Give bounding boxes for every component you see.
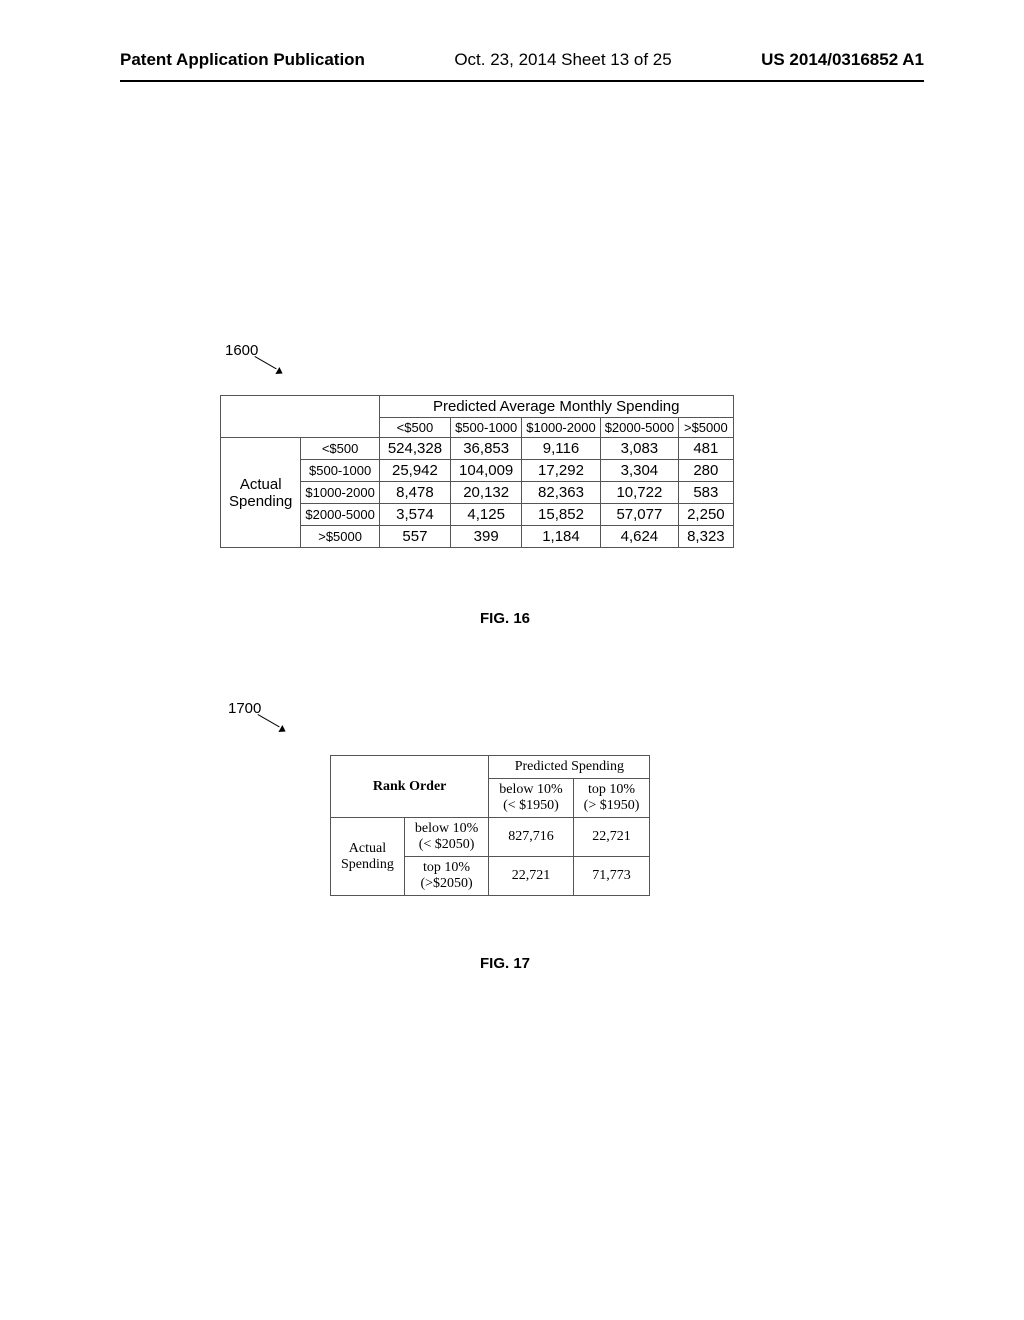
rank-order-header: Rank Order [331,756,489,818]
row-label: <$500 [301,438,379,460]
cell: 399 [451,526,522,548]
cell: 481 [679,438,734,460]
cell: 25,942 [379,460,450,482]
col-label: $500-1000 [451,418,522,438]
actual-header: ActualSpending [331,818,405,896]
header-mid: Oct. 23, 2014 Sheet 13 of 25 [454,50,671,70]
row-label: $2000-5000 [301,504,379,526]
cell: 3,304 [600,460,678,482]
cell: 4,624 [600,526,678,548]
cell: 20,132 [451,482,522,504]
cell: 2,250 [679,504,734,526]
arrow-icon [255,356,285,376]
row-label: top 10%(>$2050) [404,857,488,896]
predicted-header: Predicted Average Monthly Spending [379,396,733,418]
col-label: $2000-5000 [600,418,678,438]
cell: 8,478 [379,482,450,504]
row-label: below 10%(< $2050) [404,818,488,857]
col-label: top 10%(> $1950) [573,779,650,818]
table-row: ActualSpending <$500 524,328 36,853 9,11… [221,438,734,460]
cell: 1,184 [522,526,600,548]
cell: 36,853 [451,438,522,460]
actual-header: ActualSpending [221,438,301,548]
row-label: $1000-2000 [301,482,379,504]
cell: 104,009 [451,460,522,482]
cell: 82,363 [522,482,600,504]
table-1700: Rank Order Predicted Spending below 10%(… [330,755,650,896]
row-label: $500-1000 [301,460,379,482]
predicted-header: Predicted Spending [489,756,650,779]
cell: 15,852 [522,504,600,526]
cell: 71,773 [573,857,650,896]
arrow-icon [258,714,288,734]
page-header: Patent Application Publication Oct. 23, … [120,0,924,82]
corner-cell [221,396,380,438]
row-label: >$5000 [301,526,379,548]
cell: 22,721 [489,857,573,896]
cell: 827,716 [489,818,573,857]
figure-caption-17: FIG. 17 [480,955,530,972]
col-label: >$5000 [679,418,734,438]
cell: 3,083 [600,438,678,460]
figure-caption-16: FIG. 16 [480,610,530,627]
table-row: Rank Order Predicted Spending [331,756,650,779]
cell: 17,292 [522,460,600,482]
cell: 557 [379,526,450,548]
col-label: below 10%(< $1950) [489,779,573,818]
cell: 22,721 [573,818,650,857]
header-right: US 2014/0316852 A1 [761,50,924,70]
cell: 57,077 [600,504,678,526]
cell: 8,323 [679,526,734,548]
col-label: <$500 [379,418,450,438]
cell: 9,116 [522,438,600,460]
table-1600: Predicted Average Monthly Spending <$500… [220,395,734,548]
cell: 3,574 [379,504,450,526]
header-left: Patent Application Publication [120,50,365,70]
cell: 583 [679,482,734,504]
cell: 280 [679,460,734,482]
cell: 10,722 [600,482,678,504]
cell: 524,328 [379,438,450,460]
col-label: $1000-2000 [522,418,600,438]
table-row: Predicted Average Monthly Spending [221,396,734,418]
table-row: ActualSpending below 10%(< $2050) 827,71… [331,818,650,857]
cell: 4,125 [451,504,522,526]
